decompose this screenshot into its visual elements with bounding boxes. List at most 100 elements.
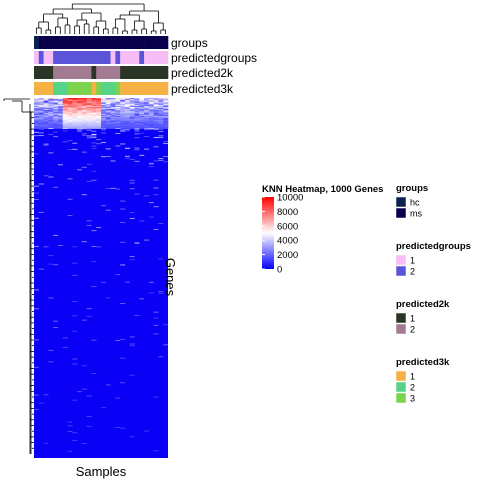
annotation-cell-predicted2k <box>72 66 78 79</box>
heatmap-cell <box>81 388 87 390</box>
heatmap-cell <box>134 107 140 109</box>
heatmap-cell <box>115 116 121 118</box>
annotation-cell-groups <box>124 36 131 49</box>
heatmap-cell <box>120 121 126 123</box>
colorbar-tick-label: 2000 <box>277 250 298 261</box>
heatmap-cell <box>115 101 121 103</box>
heatmap-cell <box>129 104 135 106</box>
heatmap-cell <box>72 114 78 116</box>
annotation-cell-groups <box>139 36 145 49</box>
heatmap-cell <box>77 107 83 109</box>
heatmap-cell <box>86 106 92 108</box>
heatmap-cell <box>124 130 130 132</box>
heatmap-cell <box>163 141 169 143</box>
heatmap-cell <box>134 137 140 139</box>
annotation-cell-groups <box>110 36 116 49</box>
annotation-cell-predicted2k <box>48 66 54 79</box>
annotation-cell-predicted2k <box>34 66 40 79</box>
heatmap-cell <box>120 338 126 340</box>
heatmap-cell <box>91 116 97 118</box>
heatmap-cell <box>38 124 44 126</box>
heatmap-cell <box>81 109 87 111</box>
heatmap-cell <box>158 127 164 129</box>
annotation-cell-predicted2k <box>96 66 102 79</box>
heatmap-cell <box>115 121 121 123</box>
heatmap-cell <box>86 113 92 115</box>
heatmap-cell <box>124 129 130 130</box>
heatmap-cell <box>101 112 107 114</box>
heatmap-cell <box>72 112 78 114</box>
heatmap-cell <box>148 292 154 294</box>
heatmap-cell <box>67 98 73 100</box>
heatmap-cell <box>72 105 78 107</box>
heatmap-cell <box>101 114 107 116</box>
heatmap-cell <box>134 104 140 106</box>
heatmap-cell <box>77 106 83 108</box>
heatmap-cell <box>72 118 78 120</box>
heatmap-cell <box>91 101 97 103</box>
heatmap-cell <box>81 125 87 128</box>
heatmap-cell <box>134 99 140 101</box>
heatmap-cell <box>96 124 102 126</box>
heatmap-cell <box>53 122 59 124</box>
annotation-cell-predictedgroups <box>38 51 44 64</box>
heatmap-cell <box>86 109 92 111</box>
heatmap-cell <box>43 115 49 117</box>
heatmap-cell <box>110 100 116 102</box>
colorbar-title: KNN Heatmap, 1000 Genes <box>262 184 383 195</box>
heatmap-cell <box>38 115 44 117</box>
heatmap-cell <box>163 118 169 120</box>
annotation-cell-predicted2k <box>148 66 154 79</box>
heatmap-cell <box>81 126 87 128</box>
heatmap-cell <box>139 125 145 128</box>
heatmap-cell <box>91 118 97 120</box>
annotation-track-label: predictedgroups <box>171 51 257 65</box>
heatmap-cell <box>105 101 111 103</box>
heatmap-cell <box>86 115 92 117</box>
heatmap-cell <box>91 286 97 288</box>
heatmap-cell <box>72 117 78 119</box>
annotation-cell-predicted2k <box>77 66 83 79</box>
heatmap-cell <box>43 143 49 145</box>
heatmap-cell <box>48 152 54 154</box>
heatmap-cell <box>144 430 150 432</box>
heatmap-cell <box>43 101 49 103</box>
heatmap-cell <box>163 344 169 346</box>
annotation-cell-predictedgroups <box>115 51 121 64</box>
heatmap-cell <box>110 101 116 103</box>
heatmap-cell <box>48 111 54 113</box>
heatmap-cell <box>62 104 68 106</box>
heatmap-cell <box>53 100 59 102</box>
heatmap-cell <box>134 242 140 244</box>
heatmap-cell <box>67 111 73 113</box>
heatmap-cell <box>72 121 78 123</box>
heatmap-cell <box>110 99 116 101</box>
heatmap-cell <box>129 159 135 160</box>
annotation-cell-predicted2k <box>153 66 159 79</box>
heatmap-cell <box>81 99 87 101</box>
heatmap-cell <box>53 125 59 128</box>
heatmap-cell <box>124 113 131 115</box>
heatmap-cell <box>148 163 154 165</box>
heatmap-cell <box>53 111 59 113</box>
heatmap-cell <box>144 105 150 107</box>
heatmap-cell <box>53 120 59 122</box>
heatmap-cell <box>57 121 64 123</box>
annotation-legend-title: predictedgroups <box>396 241 471 252</box>
heatmap-cell <box>153 112 159 114</box>
annotation-cell-predicted3k <box>115 82 121 95</box>
heatmap-cell <box>134 118 140 120</box>
heatmap-cell <box>144 239 150 241</box>
heatmap-cell <box>86 308 92 310</box>
heatmap-cell <box>148 120 154 122</box>
heatmap-cell <box>124 120 131 122</box>
heatmap-cell <box>48 116 54 119</box>
annotation-cell-predicted3k <box>57 82 64 95</box>
heatmap-cell <box>158 113 164 115</box>
heatmap-cell <box>124 122 131 124</box>
heatmap-cell <box>105 156 111 158</box>
heatmap-cell <box>77 104 83 106</box>
heatmap-cell <box>48 349 54 351</box>
legend-swatch <box>395 392 407 404</box>
heatmap-cell <box>34 109 40 111</box>
